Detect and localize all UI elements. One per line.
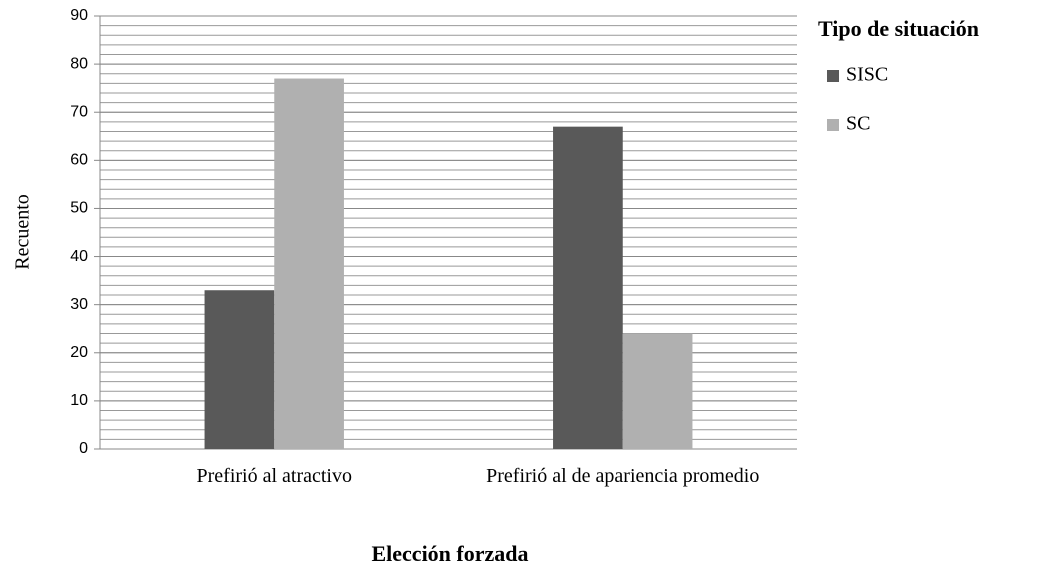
- bar: [274, 78, 344, 450]
- y-tick-label: 10: [70, 392, 88, 409]
- y-tick-label: 70: [70, 103, 88, 120]
- bar: [204, 290, 275, 449]
- y-tick-label: 90: [70, 7, 88, 24]
- y-tick-label: 0: [79, 440, 88, 457]
- legend-swatch: [827, 119, 839, 131]
- y-tick-label: 60: [70, 152, 88, 169]
- bar: [622, 333, 693, 449]
- bar: [553, 126, 623, 450]
- y-tick-label: 40: [70, 248, 88, 265]
- y-tick-label: 30: [70, 296, 88, 313]
- x-axis-title: Elección forzada: [371, 541, 528, 566]
- y-tick-label: 20: [70, 344, 88, 361]
- x-tick-label: Prefirió al atractivo: [196, 465, 353, 487]
- x-tick-label: Prefirió al de apariencia promedio: [486, 465, 760, 487]
- legend-label: SISC: [846, 64, 888, 86]
- y-tick-label: 80: [70, 55, 88, 72]
- y-axis-title: Recuento: [12, 194, 34, 270]
- legend-swatch: [827, 70, 839, 82]
- legend-label: SC: [846, 113, 870, 135]
- y-tick-label: 50: [70, 200, 88, 217]
- legend-title: Tipo de situación: [818, 16, 979, 41]
